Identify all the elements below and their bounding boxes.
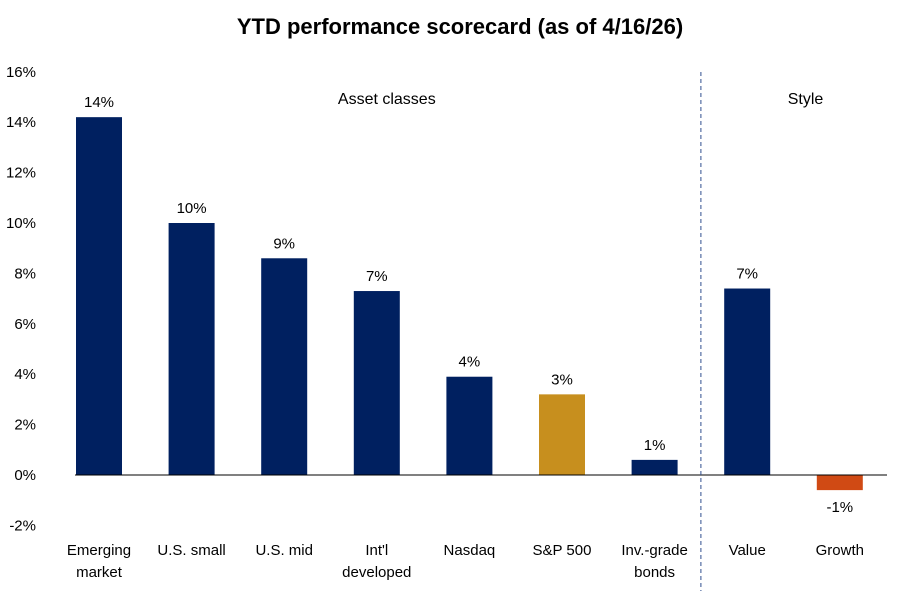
data-label: 7% (736, 266, 758, 283)
bars: 14% 10% 9% 7% 4% 3% 1% 7% -1% (75, 94, 887, 516)
y-tick-label: 16% (6, 64, 36, 81)
x-tick-label: developed (342, 564, 411, 581)
bar (631, 459, 678, 475)
x-tick-label: Value (729, 542, 766, 559)
data-label: -1% (826, 499, 853, 516)
bar (168, 223, 215, 475)
x-tick-label: Growth (816, 542, 864, 559)
data-label: 4% (459, 354, 481, 371)
x-tick-label: market (76, 564, 123, 581)
y-tick-label: 6% (14, 316, 36, 333)
data-label: 14% (84, 94, 114, 111)
group-label-asset-classes: Asset classes (338, 91, 436, 108)
data-label: 7% (366, 268, 388, 285)
y-tick-label: 10% (6, 215, 36, 232)
x-tick-label: U.S. small (157, 542, 225, 559)
data-label: 1% (644, 437, 666, 454)
x-tick-label: Inv.-grade (621, 542, 687, 559)
x-tick-label: S&P 500 (533, 542, 592, 559)
group-label-style: Style (788, 91, 824, 108)
bar (724, 288, 771, 475)
y-axis: -2% 0% 2% 4% 6% 8% 10% 12% 14% 16% (6, 64, 36, 535)
bar (261, 258, 308, 475)
y-tick-label: 4% (14, 366, 36, 383)
y-tick-label: 0% (14, 467, 36, 484)
bar (446, 376, 493, 475)
bar (816, 475, 863, 491)
y-tick-label: 14% (6, 114, 36, 131)
x-tick-label: Int'l (365, 542, 388, 559)
y-tick-label: 8% (14, 265, 36, 282)
x-tick-label: bonds (634, 564, 675, 581)
bar (539, 394, 585, 475)
group-labels: Asset classes Style (338, 72, 823, 591)
chart-title: YTD performance scorecard (as of 4/16/26… (237, 14, 683, 39)
x-tick-label: Nasdaq (444, 542, 496, 559)
x-axis: Emerging market U.S. small U.S. mid Int'l dev… (67, 542, 864, 581)
bar (353, 291, 400, 475)
data-label: 9% (273, 235, 295, 252)
x-tick-label: Emerging (67, 542, 131, 559)
y-tick-label: 2% (14, 417, 36, 434)
y-tick-label: 12% (6, 165, 36, 182)
bar (76, 117, 122, 475)
x-tick-label: U.S. mid (255, 542, 313, 559)
y-tick-label: -2% (9, 517, 36, 534)
data-label: 10% (177, 200, 207, 217)
data-label: 3% (551, 371, 573, 388)
